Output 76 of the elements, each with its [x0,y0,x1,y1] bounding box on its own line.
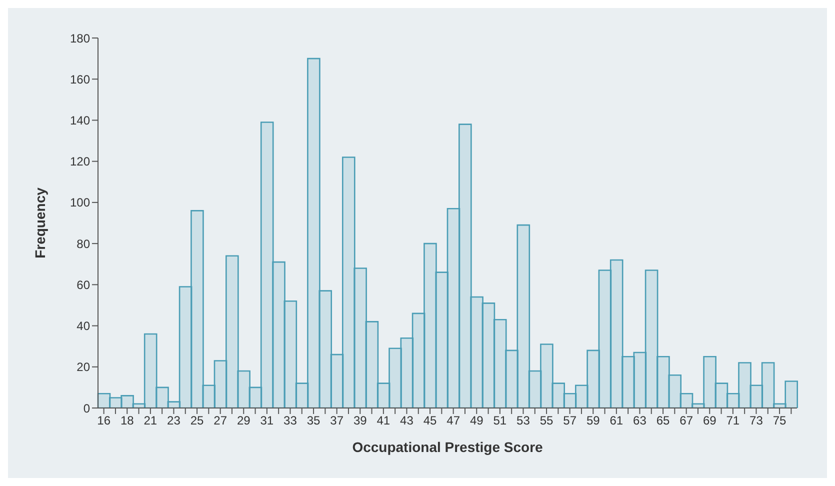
bar [493,318,507,408]
bar [470,296,484,408]
bar [703,356,716,408]
bar [644,270,658,408]
bar [622,356,635,408]
x-tick-label: 75 [772,414,787,428]
bar [260,122,274,408]
x-tick-label: 53 [516,414,530,428]
bar [156,386,169,408]
x-tick-label: 67 [680,414,694,428]
x-tick-label: 63 [633,414,647,428]
y-tick-label: 140 [70,113,90,128]
bar [540,344,554,408]
bar [202,384,216,408]
bar [354,268,367,408]
y-tick-label: 60 [76,278,90,292]
y-tick-label: 0 [83,401,90,416]
x-tick-label: 29 [236,414,251,428]
x-tick-label: 49 [470,414,484,428]
x-tick-label: 25 [190,414,204,428]
bar [680,392,694,408]
x-tick-label: 16 [97,414,111,428]
bar [318,290,332,408]
bar [656,356,670,408]
y-tick-label: 120 [70,154,90,169]
bar [342,156,356,408]
bar [552,382,565,408]
bar [144,333,158,408]
bar [226,255,239,408]
x-tick-label: 23 [167,414,181,428]
y-tick-label: 160 [70,72,90,86]
bar [784,380,798,408]
bar [458,124,472,408]
bar [435,272,448,408]
x-tick-label: 21 [144,414,158,428]
bar [761,362,775,408]
x-tick-label: 31 [260,414,274,428]
x-tick-label: 18 [120,414,134,428]
bar [365,321,379,408]
x-tick-label: 57 [563,414,577,428]
x-tick-label: 55 [540,414,554,428]
bar [190,210,204,408]
bar [610,259,624,408]
y-axis-title: Frequency [32,187,48,258]
x-tick-label: 71 [726,414,740,428]
x-tick-label: 73 [750,414,764,428]
bar [284,300,298,408]
bar [516,224,530,408]
y-tick-label: 20 [76,360,90,374]
x-tick-label: 65 [656,414,670,428]
bar [120,395,134,408]
x-tick-label: 27 [214,414,228,428]
x-tick-label: 43 [400,414,414,428]
x-tick-label: 51 [493,414,507,428]
bar [738,362,752,408]
y-tick-label: 40 [76,319,90,334]
bar [237,370,250,408]
x-tick-label: 45 [423,414,438,428]
y-tick-label: 100 [70,196,90,210]
x-tick-label: 61 [610,414,624,428]
x-tick-label: 69 [702,414,717,428]
bar [307,58,320,408]
y-tick-label: 80 [76,236,90,251]
x-tick-label: 47 [446,414,460,428]
x-tick-label: 37 [330,414,344,428]
x-axis-title: Occupational Prestige Score [352,439,544,455]
x-tick-label: 39 [353,414,368,428]
x-tick-label: 41 [376,414,390,428]
bar [272,261,286,408]
bar [388,348,402,408]
y-tick-label: 180 [70,31,90,46]
x-tick-label: 35 [306,414,321,428]
x-tick-label: 59 [586,414,600,428]
x-tick-label: 33 [284,414,298,428]
bar [714,382,728,408]
bar [668,374,682,408]
